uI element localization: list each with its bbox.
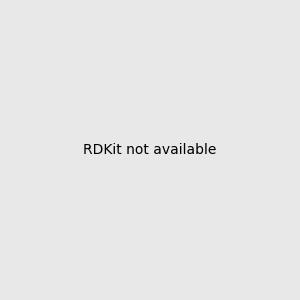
Text: RDKit not available: RDKit not available — [83, 143, 217, 157]
